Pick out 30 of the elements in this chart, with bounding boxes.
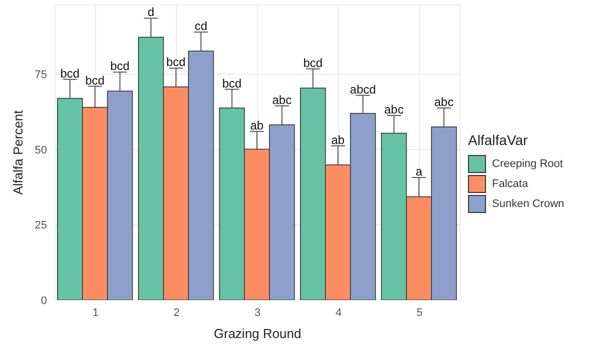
data-label: a — [416, 164, 423, 178]
data-label: bcd — [166, 55, 186, 70]
x-tick-label: 2 — [173, 306, 180, 319]
y-tick-label: 50 — [34, 144, 47, 156]
data-label: ab — [331, 132, 345, 147]
data-label: d — [148, 5, 154, 20]
x-tick-label: 5 — [416, 306, 423, 319]
legend-label: Creeping Root — [492, 158, 563, 170]
x-tick-label: 4 — [335, 306, 342, 319]
x-axis-title: Grazing Round — [214, 326, 302, 341]
y-tick-label: 25 — [34, 220, 47, 232]
legend-label: Sunken Crown — [492, 198, 564, 210]
data-label: ab — [250, 118, 264, 132]
data-label: cd — [194, 19, 208, 34]
legend-title: AlfalfaVar — [468, 132, 529, 148]
data-label: abc — [384, 102, 404, 116]
x-tick-label: 1 — [92, 306, 99, 319]
data-label: bcd — [110, 59, 130, 74]
data-label: bcd — [222, 76, 242, 90]
legend-label: Falcata — [492, 178, 528, 190]
y-tick-label: 0 — [40, 294, 47, 307]
data-label: abc — [434, 94, 454, 109]
data-label: bcd — [85, 73, 105, 88]
data-label: abc — [272, 92, 292, 107]
y-axis-title: Alfalfa Percent — [10, 110, 26, 195]
data-label: bcd — [303, 56, 323, 70]
x-tick-label: 3 — [254, 306, 261, 319]
y-tick-label: 75 — [34, 69, 47, 82]
data-label: abcd — [350, 82, 376, 96]
data-label: bcd — [60, 66, 80, 80]
